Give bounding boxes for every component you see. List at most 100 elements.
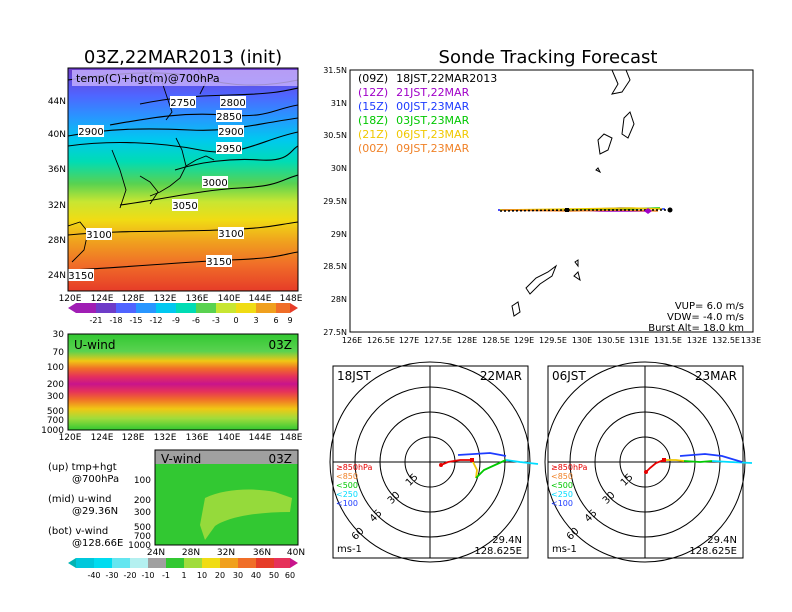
svg-text:3150: 3150	[206, 257, 231, 268]
svg-text:10: 10	[197, 571, 207, 580]
svg-text:-1: -1	[162, 571, 170, 580]
svg-text:0: 0	[233, 316, 238, 325]
svg-text:500: 500	[134, 523, 151, 533]
temperature-colorbar: -21 -18 -15 -12 -9 -6 -3 0 3 6 9	[68, 303, 298, 325]
svg-text:<100: <100	[336, 499, 358, 508]
svg-text:700: 700	[47, 416, 64, 426]
u-wind-lon-ticks: 120E 124E 128E 132E 136E 140E 144E 148E	[59, 433, 303, 443]
track-coastlines	[511, 70, 635, 317]
svg-text:1000: 1000	[41, 426, 64, 436]
svg-text:@700hPa: @700hPa	[72, 474, 119, 485]
right-title: Sonde Tracking Forecast	[439, 47, 658, 68]
svg-text:128.5E: 128.5E	[482, 336, 510, 345]
v-wind-time: 03Z	[269, 452, 293, 466]
svg-text:<850: <850	[336, 472, 358, 481]
track-map: (09Z) 18JST,22MAR2013 (12Z) 21JST,22MAR (1…	[323, 66, 761, 345]
svg-text:9: 9	[287, 316, 292, 325]
svg-text:133E: 133E	[741, 336, 761, 345]
svg-text:500: 500	[47, 407, 64, 417]
svg-text:44N: 44N	[48, 97, 66, 107]
svg-text:120E: 120E	[59, 433, 82, 443]
svg-text:131.5E: 131.5E	[654, 336, 682, 345]
svg-text:32N: 32N	[48, 201, 66, 211]
svg-text:<250: <250	[336, 490, 358, 499]
svg-text:3100: 3100	[86, 230, 111, 241]
svg-text:<500: <500	[336, 481, 358, 490]
svg-text:<250: <250	[551, 490, 573, 499]
svg-text:36N: 36N	[253, 548, 271, 558]
svg-text:3: 3	[253, 316, 258, 325]
svg-text:<100: <100	[551, 499, 573, 508]
svg-text:300: 300	[47, 392, 64, 402]
svg-text:@128.66E: @128.66E	[72, 538, 123, 549]
svg-text:1000: 1000	[128, 541, 151, 551]
track-lat-ticks: 31.5N 31N 30.5N 30N 29.5N 29N 28.5N 28N …	[323, 66, 347, 337]
svg-text:50: 50	[269, 571, 279, 580]
hodograph-2-markers	[644, 458, 666, 474]
svg-text:300: 300	[134, 508, 151, 518]
svg-text:28.5N: 28.5N	[323, 262, 347, 271]
svg-text:128E: 128E	[457, 336, 477, 345]
svg-text:06JST: 06JST	[552, 369, 586, 383]
svg-text:148E: 148E	[280, 294, 303, 304]
svg-text:3100: 3100	[218, 229, 243, 240]
svg-text:24N: 24N	[147, 548, 165, 558]
v-wind-lat-ticks: 24N 28N 32N 36N 40N	[147, 548, 305, 558]
svg-text:@29.36N: @29.36N	[72, 506, 118, 517]
left-title: 03Z,22MAR2013 (init)	[84, 47, 282, 68]
svg-text:124E: 124E	[91, 433, 114, 443]
svg-text:127E: 127E	[399, 336, 419, 345]
svg-text:136E: 136E	[186, 433, 209, 443]
svg-text:3050: 3050	[172, 201, 197, 212]
svg-text:VDW= -4.0 m/s: VDW= -4.0 m/s	[667, 312, 744, 323]
svg-text:2950: 2950	[216, 144, 241, 155]
svg-text:29.4N: 29.4N	[707, 535, 737, 546]
svg-text:28N: 28N	[48, 236, 66, 246]
svg-text:(bot) v-wind: (bot) v-wind	[48, 526, 108, 537]
u-wind-time: 03Z	[269, 338, 293, 352]
svg-text:144E: 144E	[249, 433, 272, 443]
svg-text:60: 60	[285, 571, 295, 580]
svg-text:Burst Alt= 18.0 km: Burst Alt= 18.0 km	[648, 323, 744, 334]
svg-text:ms-1: ms-1	[337, 544, 362, 555]
svg-text:126.5E: 126.5E	[367, 336, 395, 345]
svg-text:129E: 129E	[514, 336, 534, 345]
svg-text:200: 200	[47, 380, 64, 390]
svg-text:700: 700	[134, 532, 151, 542]
svg-text:130E: 130E	[572, 336, 592, 345]
u-wind-field	[68, 334, 298, 430]
panel-notes: (up) tmp+hgt @700hPa (mid) u-wind @29.36…	[48, 462, 123, 549]
svg-text:40N: 40N	[287, 548, 305, 558]
svg-text:2750: 2750	[170, 98, 195, 109]
svg-text:31N: 31N	[331, 99, 347, 108]
svg-text:128E: 128E	[122, 294, 145, 304]
svg-text:30N: 30N	[331, 164, 347, 173]
svg-text:127.5E: 127.5E	[424, 336, 452, 345]
svg-text:120E: 120E	[59, 294, 82, 304]
svg-text:40N: 40N	[48, 130, 66, 140]
svg-text:126E: 126E	[342, 336, 362, 345]
hodograph-1: 15 30 45 60 18JST 22MAR ≥850hPa <850 <50…	[329, 361, 539, 563]
svg-text:100: 100	[47, 363, 64, 373]
svg-text:<850: <850	[551, 472, 573, 481]
svg-text:6: 6	[273, 316, 278, 325]
svg-text:-21: -21	[89, 316, 102, 325]
svg-text:24N: 24N	[48, 271, 66, 281]
map-label: temp(C)+hgt(m)@700hPa	[76, 72, 220, 85]
svg-text:27.5N: 27.5N	[323, 328, 347, 337]
svg-text:32N: 32N	[217, 548, 235, 558]
svg-text:2900: 2900	[78, 127, 103, 138]
svg-text:-3: -3	[212, 316, 220, 325]
svg-text:129.5E: 129.5E	[539, 336, 567, 345]
svg-text:36N: 36N	[48, 165, 66, 175]
u-wind-label: U-wind	[74, 338, 115, 352]
svg-text:(00Z)09JST,23MAR: (00Z) 09JST,23MAR	[358, 142, 470, 155]
temperature-map: 2750 2800 2850 2900 2900 2950 3000 3050 …	[48, 67, 303, 304]
svg-text:VUP= 6.0 m/s: VUP= 6.0 m/s	[675, 301, 744, 312]
svg-text:128E: 128E	[122, 433, 145, 443]
svg-text:31.5N: 31.5N	[323, 66, 347, 75]
svg-text:-40: -40	[87, 571, 100, 580]
svg-text:≥850hPa: ≥850hPa	[336, 463, 373, 472]
svg-text:144E: 144E	[249, 294, 272, 304]
map-lon-ticks: 120E 124E 128E 132E 136E 140E 144E 148E	[59, 294, 303, 304]
